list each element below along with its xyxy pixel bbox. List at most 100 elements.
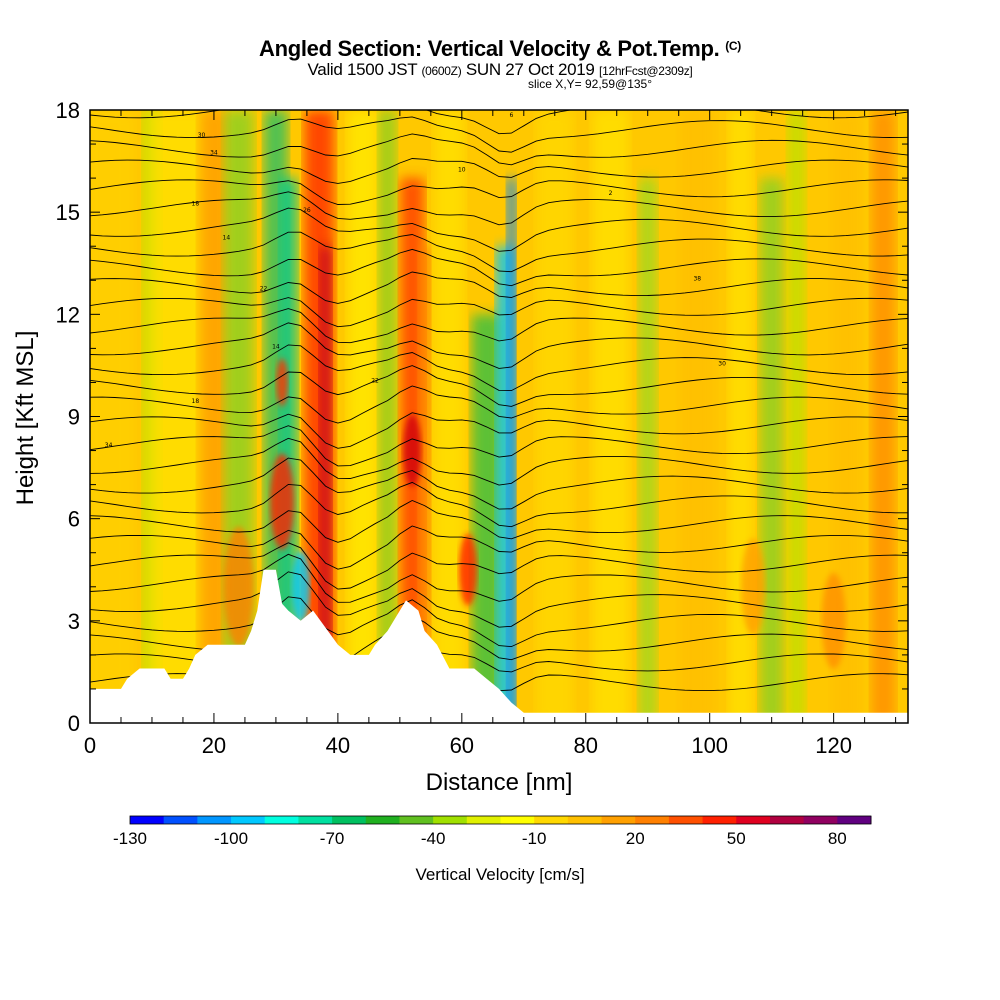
velocity-band	[418, 246, 431, 723]
colorbar-swatch	[534, 816, 569, 824]
contour-label: 34	[105, 442, 113, 449]
contour-label: 34	[210, 149, 218, 156]
isentrope-line	[90, 481, 908, 528]
isentrope-line	[90, 133, 908, 166]
colorbar-swatch	[399, 816, 434, 824]
y-tick-label: 15	[56, 200, 80, 225]
isentrope-line	[90, 207, 908, 252]
contour-label: 30	[198, 132, 206, 139]
contour-label: 2	[609, 190, 613, 197]
contour-label: 14	[223, 234, 231, 241]
colorbar-swatch	[298, 816, 333, 824]
terrain-mask	[90, 569, 908, 723]
isentrope-line	[90, 231, 908, 273]
x-tick-label: 80	[574, 733, 598, 758]
isentrope-line	[90, 412, 908, 449]
velocity-cell	[741, 538, 766, 635]
contour-label: 18	[192, 398, 200, 405]
valid-time: Valid 1500 JST	[307, 60, 418, 79]
velocity-band	[787, 110, 806, 723]
isentrope-line	[90, 385, 908, 424]
y-tick-label: 18	[56, 98, 80, 123]
chart-title-unit: (C)	[725, 39, 741, 53]
isentrope-line	[90, 571, 908, 628]
isentrope-line	[90, 553, 908, 603]
contour-label: 6	[509, 112, 513, 119]
contour-label: 22	[371, 377, 379, 384]
velocity-band	[536, 110, 573, 723]
y-tick-label: 12	[56, 302, 80, 327]
colorbar-swatch	[466, 816, 501, 824]
colorbar-tick-label: -130	[113, 829, 147, 848]
x-tick-label: 120	[815, 733, 852, 758]
x-axis: 0 20 40 60 80 100 120	[84, 110, 897, 758]
chart-title: Angled Section: Vertical Velocity & Pot.…	[0, 36, 1000, 62]
isentrope-line	[90, 596, 908, 648]
valid-utc: (0600Z)	[421, 64, 462, 78]
velocity-cell	[291, 550, 310, 623]
velocity-band	[434, 110, 465, 723]
y-tick-label: 9	[68, 405, 80, 430]
velocity-band	[638, 178, 657, 723]
colorbar-tick-label: -10	[522, 829, 547, 848]
colorbar-swatch	[736, 816, 771, 824]
colorbar-tick-label: -100	[214, 829, 248, 848]
isentrope-line	[90, 158, 908, 184]
colorbar-swatch	[567, 816, 603, 824]
plot-area: 30 34 18 14 22 26 10 6 2 38 30 34 18 14 22	[90, 110, 908, 723]
isentrope-line	[90, 308, 908, 344]
isentrope-line	[90, 191, 908, 226]
colorbar-frame	[129, 815, 872, 825]
x-tick-label: 40	[326, 733, 350, 758]
y-axis: 0 3 6 9 12 15 18	[56, 98, 908, 736]
isentrope-line	[90, 297, 908, 328]
colorbar-tick-label: -70	[320, 829, 345, 848]
chart-title-text: Angled Section: Vertical Velocity & Pot.…	[258, 36, 720, 61]
velocity-cell	[403, 414, 422, 487]
y-tick-label: 6	[68, 507, 80, 532]
isentrope-line	[90, 542, 908, 590]
x-axis-title: Distance [nm]	[426, 769, 573, 796]
valid-date: SUN 27 Oct 2019	[465, 60, 595, 79]
forecast-info: [12hrFcst@2309z]	[599, 64, 693, 78]
isentrope-line	[90, 437, 908, 486]
isentrope-line	[90, 425, 908, 467]
y-tick-label: 3	[68, 609, 80, 634]
colorbar-swatch	[601, 816, 636, 824]
velocity-cell	[276, 358, 289, 407]
colorbar-swatch	[163, 816, 198, 824]
colorbar-title: Vertical Velocity [cm/s]	[415, 865, 584, 884]
isentrope-line	[90, 344, 908, 392]
slice-info: slice X,Y= 92,59@135°	[527, 77, 653, 91]
colorbar-swatch	[231, 816, 266, 824]
contour-label: 14	[272, 343, 280, 350]
x-tick-label: 60	[450, 733, 474, 758]
isentrope-line	[90, 179, 908, 205]
colorbar-swatch	[365, 816, 400, 824]
colorbar-tick-label: 50	[727, 829, 746, 848]
velocity-cell	[270, 453, 295, 550]
velocity-cell	[459, 533, 478, 606]
contour-label: 18	[192, 200, 200, 207]
isentrope-line	[90, 457, 908, 510]
colorbar-swatch	[702, 816, 737, 824]
isentrope-line	[90, 116, 908, 153]
velocity-band	[679, 110, 716, 723]
colorbar: -130 -100 -70 -40 -10 20 50 80	[113, 815, 872, 848]
colorbar-tick-label: -40	[421, 829, 446, 848]
isentrope-line	[90, 525, 908, 570]
contour-label: 10	[458, 166, 466, 173]
velocity-band	[871, 110, 896, 723]
colorbar-swatch	[433, 816, 468, 824]
chart-subtitle: Valid 1500 JST (0600Z) SUN 27 Oct 2019 […	[0, 60, 1000, 80]
colorbar-swatch	[668, 816, 704, 824]
colorbar-swatch	[837, 816, 872, 824]
x-tick-label: 20	[202, 733, 226, 758]
velocity-band	[506, 178, 516, 723]
contour-label: 38	[693, 275, 701, 282]
colorbar-swatch	[264, 816, 299, 824]
y-tick-label: 0	[68, 711, 80, 736]
x-tick-label: 100	[691, 733, 728, 758]
y-axis-title: Height [Kft MSL]	[12, 331, 39, 506]
colorbar-swatch	[332, 816, 367, 824]
